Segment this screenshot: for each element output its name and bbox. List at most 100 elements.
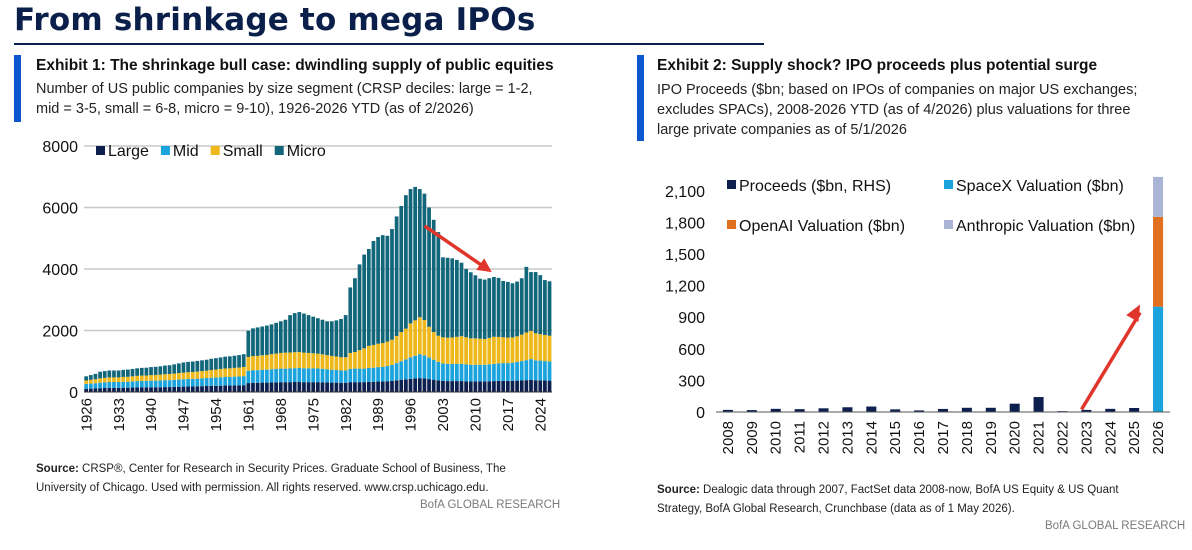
bar-large [84,388,89,392]
bar-micro [130,368,135,377]
bar-micro [366,249,371,346]
legend-label-mid: Mid [173,143,199,160]
bar-micro [149,367,153,376]
bar-large [190,386,195,392]
exhibit2-chart: 0 300 600 900 1,200 1,500 1,800 2,100 2008 2009 20… [665,176,1170,454]
bar-micro [362,254,367,349]
bar-mid [454,363,459,382]
bar-micro [394,216,399,337]
bar-small [139,375,144,381]
bar-micro [223,356,228,369]
exhibit1-title: Exhibit 1: The shrinkage bull case: dwin… [36,57,554,74]
bar-proceeds [866,406,877,412]
bar-micro [84,376,89,381]
bar-mid [427,357,431,380]
bar-large [450,381,455,392]
bar-mid [172,379,177,387]
x-tick-label: 1933 [111,398,128,431]
bar-mid [357,368,362,383]
bar-micro [126,369,130,377]
bar-mid [107,382,112,388]
bar-micro [436,232,441,336]
bar-small [413,320,418,356]
bar-large [496,380,501,392]
exhibit1-subtitle-line: Number of US public companies by size se… [36,81,533,97]
y-tick-label: 600 [678,342,705,359]
bar-small [172,373,177,380]
bar-spacex [1153,306,1164,412]
bar-proceeds [1105,408,1116,412]
y-tick-label: 1,200 [665,279,705,296]
bar-micro [227,356,232,369]
bar-proceeds [937,408,949,412]
bar-mid [329,369,334,383]
legend-swatch-micro [274,146,284,155]
bar-mid [269,369,274,383]
bar-small [167,374,172,381]
x-tick-label: 1982 [338,398,355,431]
bar-micro [246,330,251,357]
exhibit2-source: Source: Dealogic data through 2007, Fact… [657,481,1177,519]
bar-mid [214,377,218,386]
bar-small [408,323,413,358]
x-tick-label: 2023 [1078,421,1095,454]
bar-mid [112,382,116,388]
bar-large [130,387,135,392]
bar-large [441,380,445,392]
bar-large [149,387,153,392]
bar-mid [464,364,468,382]
exhibit1-chart: 0 2000 4000 6000 8000 1926 1933 1940 1947 1954 196… [42,139,552,431]
x-tick-label: 2009 [744,421,761,454]
bar-proceeds [722,409,733,412]
bar-large [297,382,302,392]
bar-large [251,382,255,392]
bar-proceeds [1129,407,1140,412]
bar-micro [454,259,459,337]
bar-large [492,381,496,392]
bar-mid [492,363,496,382]
bar-small [380,343,385,367]
bar-micro [413,186,418,321]
bar-large [505,380,510,392]
bar-small [292,352,297,369]
bar-small [417,317,422,355]
bar-small [163,374,167,381]
bar-small [218,368,223,378]
exhibit1-brand: BofA GLOBAL RESEARCH [420,499,561,511]
bar-small [227,368,232,377]
bar-micro [547,281,552,336]
bar-micro [88,375,93,380]
bar-mid [176,379,181,387]
bar-mid [478,364,482,382]
bar-mid [158,380,163,388]
bar-openai [1153,216,1164,307]
bar-mid [181,379,186,387]
bar-mid [348,368,353,383]
bar-mid [385,365,390,382]
bar-mid [436,361,441,381]
bar-mid [311,368,316,383]
bar-mid [251,370,255,383]
bar-micro [385,235,390,342]
bar-large [172,386,177,392]
exhibit1-source: Source: CRSP®, Center for Research in Se… [36,460,556,498]
bar-micro [459,262,464,337]
title-rule [14,43,764,45]
bar-micro [251,328,255,357]
bar-mid [223,376,228,386]
bar-micro [135,368,140,376]
bar-micro [533,272,538,334]
bar-micro [144,367,149,376]
bar-small [190,372,195,379]
exhibit1-source-label: Source: [36,463,79,475]
bar-large [422,378,427,392]
bar-micro [260,326,265,356]
bar-mid [88,383,93,389]
bar-mid [404,359,408,380]
bar-mid [524,360,529,381]
bar-anthropic [1153,176,1164,217]
bar-small [237,367,241,377]
bar-proceeds [746,410,757,412]
x-tick-label: 2026 [1150,421,1167,454]
bar-micro [158,366,163,375]
